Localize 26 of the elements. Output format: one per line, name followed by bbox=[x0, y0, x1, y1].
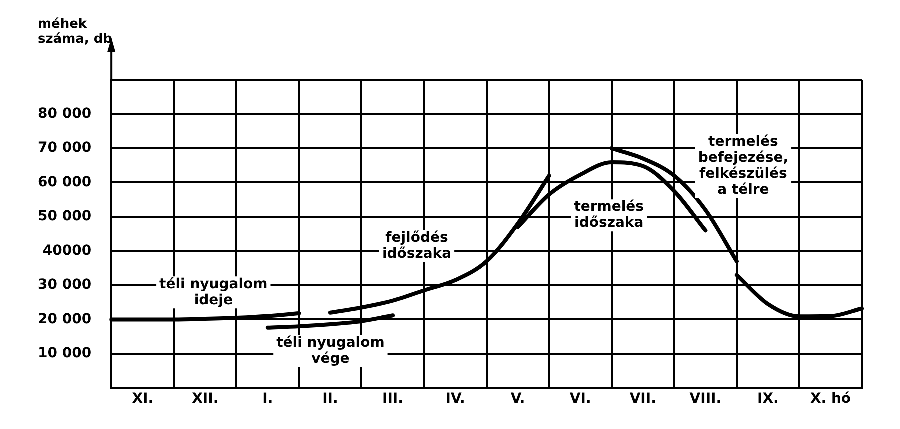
y-tick-label: 30 000 bbox=[38, 277, 92, 294]
x-tick-label: VI. bbox=[570, 391, 592, 408]
y-tick-label: 20 000 bbox=[38, 311, 92, 328]
annotation: termelés befejezése, felkészülés a télre bbox=[698, 134, 789, 198]
x-tick-label: II. bbox=[322, 391, 338, 408]
y-tick-label: 70 000 bbox=[38, 140, 92, 156]
y-axis-title: méhek száma, db bbox=[38, 16, 112, 47]
x-tick-label: IX. bbox=[758, 391, 779, 408]
x-tick-label: X. hó bbox=[810, 391, 852, 408]
x-tick-label: III. bbox=[382, 391, 404, 408]
annotation: téli nyugalom vége bbox=[276, 334, 385, 367]
x-tick-label: IV. bbox=[446, 391, 466, 408]
y-tick-label: 60 000 bbox=[38, 174, 92, 190]
y-tick-label: 80 000 bbox=[38, 106, 92, 122]
y-tick-label: 50 000 bbox=[38, 208, 92, 225]
x-tick-label: VII. bbox=[630, 391, 656, 408]
y-tick-label: 40000 bbox=[42, 242, 92, 259]
annotation: termelés időszaka bbox=[574, 199, 644, 232]
annotation: fejlődés időszaka bbox=[382, 230, 452, 262]
x-tick-label: XI. bbox=[132, 391, 154, 408]
x-tick-label: I. bbox=[262, 391, 274, 408]
annotation: téli nyugalom ideje bbox=[160, 276, 268, 308]
y-tick-label: 10 000 bbox=[38, 346, 92, 362]
x-tick-label: XII. bbox=[192, 391, 219, 408]
x-tick-label: V. bbox=[510, 391, 526, 408]
x-tick-label: VIII. bbox=[690, 391, 722, 408]
